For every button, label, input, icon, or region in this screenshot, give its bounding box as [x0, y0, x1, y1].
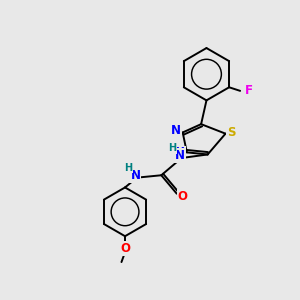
Text: O: O — [178, 190, 188, 202]
Text: N: N — [130, 169, 140, 182]
Text: N: N — [175, 149, 185, 162]
Text: H: H — [169, 143, 177, 153]
Text: N: N — [175, 146, 185, 160]
Text: S: S — [227, 126, 236, 139]
Text: N: N — [171, 124, 181, 136]
Text: O: O — [120, 242, 130, 255]
Text: F: F — [244, 84, 252, 98]
Text: H: H — [124, 163, 132, 172]
